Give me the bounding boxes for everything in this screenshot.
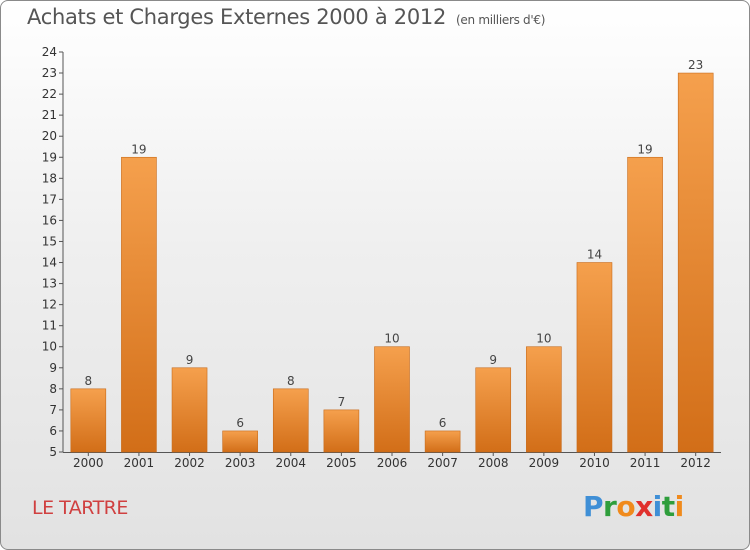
chart-title: Achats et Charges Externes 2000 à 2012 (e…	[27, 5, 545, 29]
x-tick-label: 2011	[630, 456, 661, 470]
y-tick-label: 9	[49, 361, 57, 375]
logo-letter: i	[674, 490, 685, 523]
bar-2005	[323, 409, 360, 453]
bar-2008	[475, 367, 512, 453]
y-tick-label: 16	[42, 213, 57, 227]
chart-title-text: Achats et Charges Externes 2000 à 2012	[27, 5, 447, 29]
x-tick-label: 2007	[427, 456, 458, 470]
proxiti-logo[interactable]: Proxiti	[583, 490, 684, 523]
logo-letter: P	[583, 490, 604, 523]
logo-letter: x	[635, 490, 653, 523]
chart-unit: (en milliers d'€)	[456, 13, 546, 27]
bar-2004	[272, 388, 309, 453]
x-tick-label: 2001	[124, 456, 155, 470]
bar-2007	[424, 430, 461, 453]
logo-letter: i	[652, 490, 663, 523]
x-tick-label: 2004	[275, 456, 306, 470]
data-label-2011: 19	[637, 142, 652, 156]
data-label-2010: 14	[587, 248, 602, 262]
y-tick-label: 18	[42, 171, 57, 185]
x-tick-label: 2010	[579, 456, 610, 470]
x-tick-label: 2009	[529, 456, 560, 470]
data-label-2006: 10	[384, 332, 399, 346]
commune-name: LE TARTRE	[32, 497, 128, 519]
bar-2011	[627, 156, 663, 453]
data-label-2001: 19	[131, 142, 146, 156]
y-tick-label: 11	[42, 319, 57, 333]
data-label-2008: 9	[489, 353, 497, 367]
y-tick-label: 5	[49, 445, 57, 459]
y-tick-label: 14	[42, 256, 57, 270]
y-tick-label: 19	[42, 150, 57, 164]
data-label-2004: 8	[287, 374, 295, 388]
x-tick-label: 2002	[174, 456, 205, 470]
logo-letter: o	[616, 490, 636, 523]
bar-2006	[374, 346, 410, 453]
x-tick-label: 2012	[680, 456, 711, 470]
data-label-2002: 9	[186, 353, 194, 367]
y-tick-label: 22	[42, 87, 57, 101]
bar-2003	[222, 430, 258, 453]
bar-2001	[121, 156, 157, 453]
logo-letter: t	[661, 490, 675, 523]
y-tick-label: 24	[42, 45, 57, 59]
data-labels: 8 19 9 6 8 7 10 6 9 10 14 19 23	[84, 58, 703, 430]
y-tick-label: 15	[42, 234, 57, 248]
x-tick-label: 2003	[225, 456, 256, 470]
axes: 5 6 7 8 9 10 11 12 13 14 15 16 17 18 19 20 21 22 23 24 2000 2…	[42, 45, 721, 470]
y-tick-label: 7	[49, 403, 57, 417]
bar-2000	[70, 388, 107, 453]
data-label-2003: 6	[236, 416, 244, 430]
x-tick-label: 2008	[478, 456, 509, 470]
bar-2012	[677, 72, 714, 453]
bar-2009	[526, 346, 562, 453]
y-tick-label: 6	[49, 424, 57, 438]
logo-letter: r	[603, 490, 617, 523]
data-label-2000: 8	[84, 374, 92, 388]
bar-2002	[171, 367, 208, 453]
bars	[70, 72, 714, 453]
bar-2010	[576, 262, 613, 453]
y-tick-label: 10	[42, 340, 57, 354]
data-label-2012: 23	[688, 58, 703, 72]
y-tick-label: 17	[42, 192, 57, 206]
y-tick-label: 12	[42, 298, 57, 312]
data-label-2009: 10	[536, 332, 551, 346]
y-tick-label: 13	[42, 277, 57, 291]
x-tick-label: 2000	[73, 456, 104, 470]
x-tick-label: 2005	[326, 456, 357, 470]
y-tick-label: 20	[42, 129, 57, 143]
y-tick-label: 8	[49, 382, 57, 396]
data-label-2007: 6	[439, 416, 447, 430]
y-tick-label: 21	[42, 108, 57, 122]
y-tick-label: 23	[42, 66, 57, 80]
x-tick-label: 2006	[377, 456, 408, 470]
data-label-2005: 7	[338, 395, 346, 409]
